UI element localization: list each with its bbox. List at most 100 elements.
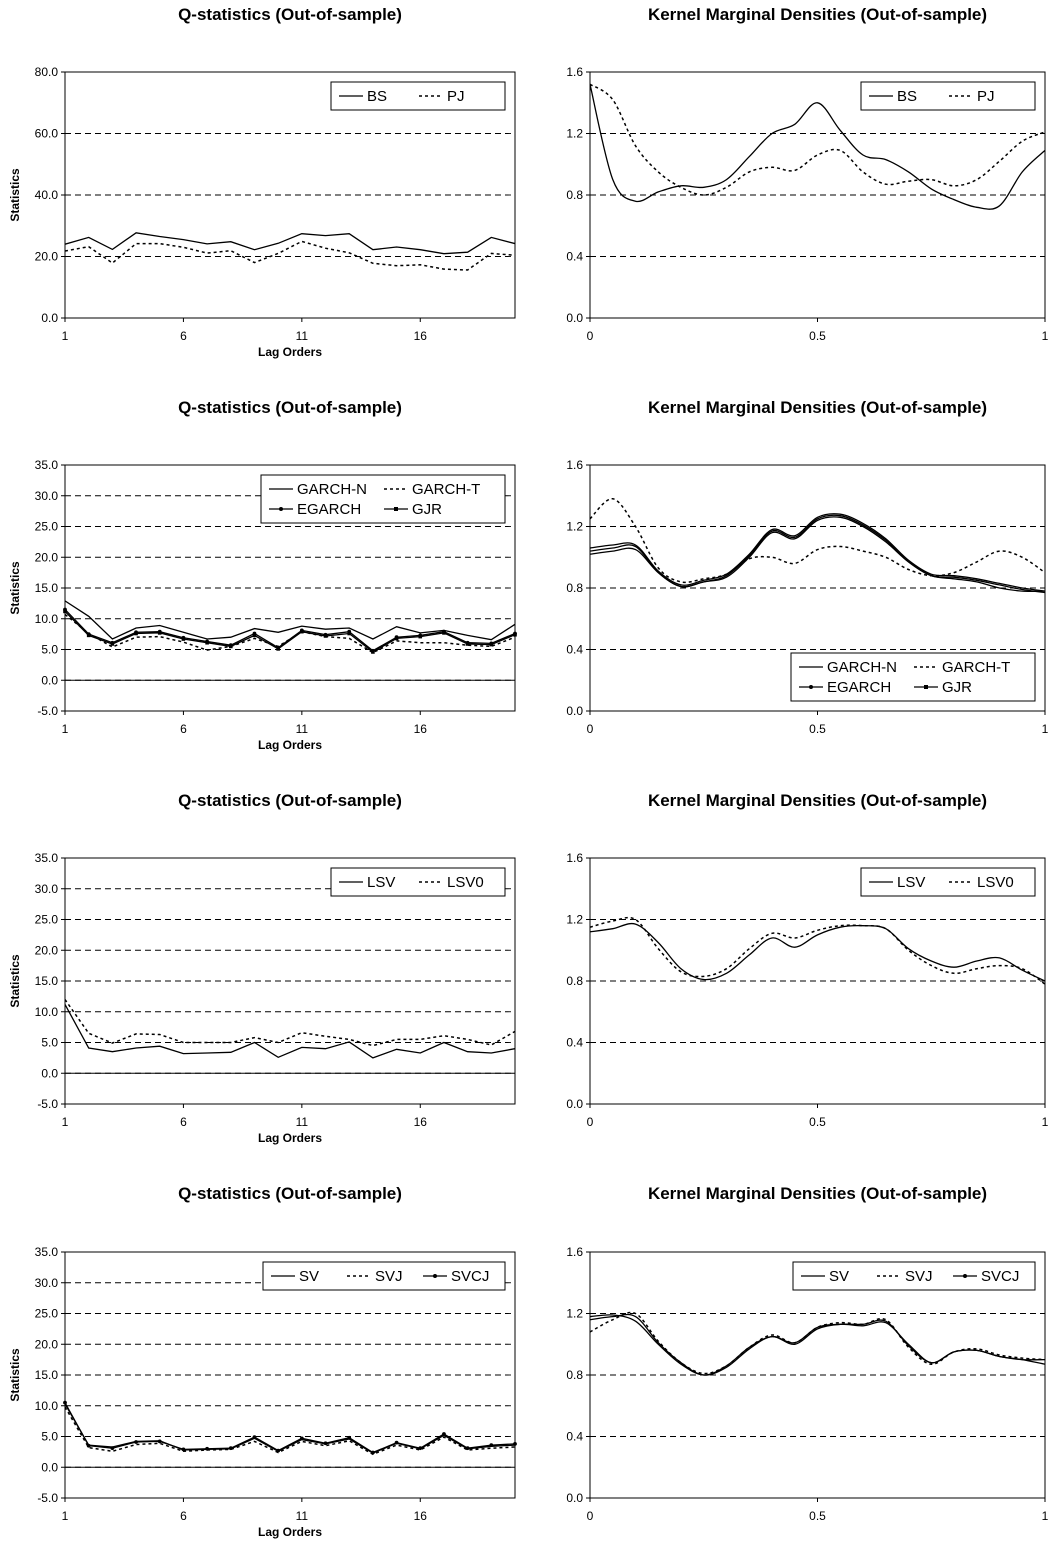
data-point — [323, 634, 328, 638]
data-point — [276, 1448, 281, 1453]
data-point — [63, 1400, 67, 1405]
data-point — [513, 632, 517, 637]
data-point — [252, 1435, 257, 1440]
series-line-sv — [590, 1314, 1045, 1376]
legend-label: PJ — [447, 88, 465, 105]
legend-marker — [963, 1274, 967, 1278]
x-tick-label: 6 — [180, 329, 187, 343]
x-tick-label: 6 — [180, 1509, 187, 1523]
legend-label: GARCH-N — [297, 481, 367, 498]
data-point — [465, 1446, 470, 1451]
y-tick-label: 1.2 — [566, 520, 583, 534]
y-tick-label: 0.0 — [566, 1491, 583, 1505]
y-tick-label: 1.6 — [566, 851, 583, 865]
y-tick-label: 15.0 — [35, 1368, 59, 1382]
data-point — [276, 647, 280, 651]
chart-title: Kernel Marginal Densities (Out-of-sample… — [648, 5, 987, 24]
x-tick-label: 16 — [414, 722, 428, 736]
y-axis-label: Statistics — [8, 954, 22, 1008]
series-line-pj — [590, 83, 1045, 196]
y-tick-label: 0.0 — [566, 1097, 583, 1111]
y-tick-label: 10.0 — [35, 1005, 59, 1019]
data-point — [63, 609, 67, 614]
y-tick-label: 25.0 — [35, 1307, 59, 1321]
x-tick-label: 11 — [296, 1509, 309, 1523]
legend-label: SVCJ — [981, 1268, 1019, 1285]
series-line-garch-t — [590, 498, 1045, 584]
chart-k4: Kernel Marginal Densities (Out-of-sample… — [566, 1184, 1048, 1523]
legend-box — [792, 1261, 1036, 1291]
y-tick-label: 0.8 — [566, 1368, 583, 1382]
x-axis-label: Lag Orders — [258, 1131, 322, 1145]
legend-label: LSV — [367, 874, 395, 891]
data-point — [347, 1435, 352, 1440]
y-axis-label: Statistics — [8, 168, 22, 222]
data-point — [228, 1446, 233, 1451]
data-point — [394, 636, 399, 641]
legend-box — [262, 1261, 506, 1291]
legend-label: SVJ — [375, 1268, 403, 1285]
series-line-svcj — [590, 1313, 1045, 1376]
chart-k1: Kernel Marginal Densities (Out-of-sample… — [566, 5, 1048, 343]
y-tick-label: 35.0 — [35, 458, 59, 472]
legend-label: PJ — [977, 88, 995, 105]
legend-marker — [924, 685, 928, 689]
data-point — [442, 1432, 446, 1436]
legend-label: EGARCH — [827, 679, 891, 696]
y-tick-label: -5.0 — [37, 704, 58, 718]
chart-title: Kernel Marginal Densities (Out-of-sample… — [648, 1184, 987, 1203]
y-tick-label: 5.0 — [41, 1036, 58, 1050]
series-line-egarch — [65, 609, 515, 652]
legend-label: SVJ — [905, 1268, 933, 1285]
y-tick-label: 5.0 — [41, 1430, 58, 1444]
x-tick-label: 16 — [414, 329, 428, 343]
x-tick-label: 0 — [587, 1509, 594, 1523]
plot-area — [64, 71, 516, 319]
chart-q2: Q-statistics (Out-of-sample) -5.0 0.0 5.0 10… — [8, 398, 517, 752]
y-tick-label: 1.2 — [566, 1307, 583, 1321]
data-point — [394, 1440, 399, 1445]
legend-label: GJR — [412, 501, 442, 518]
x-tick-label: 0.5 — [809, 722, 826, 736]
x-tick-label: 1 — [1042, 722, 1049, 736]
data-point — [86, 633, 91, 638]
legend-label: GJR — [942, 679, 972, 696]
x-tick-label: 0.5 — [809, 1115, 826, 1129]
data-point — [418, 1446, 423, 1451]
y-tick-label: 0.4 — [566, 250, 583, 264]
legend: BS PJ — [860, 81, 1036, 111]
data-point — [205, 1446, 210, 1451]
data-point — [110, 1446, 115, 1451]
x-tick-label: 1 — [62, 722, 69, 736]
y-tick-label: 30.0 — [35, 489, 59, 503]
legend-label: LSV — [897, 874, 925, 891]
legend-marker — [433, 1274, 437, 1278]
chart-title: Kernel Marginal Densities (Out-of-sample… — [648, 398, 987, 417]
data-point — [370, 1450, 375, 1455]
y-tick-label: 0.8 — [566, 974, 583, 988]
data-point — [205, 640, 209, 645]
y-tick-label: 1.6 — [566, 458, 583, 472]
x-tick-label: 0 — [587, 722, 594, 736]
y-tick-label: 25.0 — [35, 913, 59, 927]
series-line-svcj — [65, 1402, 515, 1454]
y-tick-label: 60.0 — [35, 127, 59, 141]
series-line-bs — [65, 232, 515, 255]
y-tick-label: 0.4 — [566, 1430, 583, 1444]
y-tick-label: 15.0 — [35, 974, 59, 988]
y-tick-label: 20.0 — [35, 550, 59, 564]
series-line-lsv0 — [590, 916, 1045, 985]
x-tick-label: 6 — [180, 722, 187, 736]
legend: SV SVJ SVCJ — [262, 1261, 506, 1291]
chart-k2: Kernel Marginal Densities (Out-of-sample… — [566, 398, 1048, 736]
y-axis-label: Statistics — [8, 1348, 22, 1402]
y-tick-label: 0.0 — [41, 1066, 58, 1080]
y-tick-label: 0.4 — [566, 643, 583, 657]
y-tick-label: 1.6 — [566, 65, 583, 79]
series-line-gjr — [65, 610, 515, 653]
series-line-gjr — [590, 514, 1045, 594]
y-tick-label: 80.0 — [35, 65, 59, 79]
chart-title: Q-statistics (Out-of-sample) — [178, 5, 402, 24]
y-tick-label: 35.0 — [35, 1245, 59, 1259]
